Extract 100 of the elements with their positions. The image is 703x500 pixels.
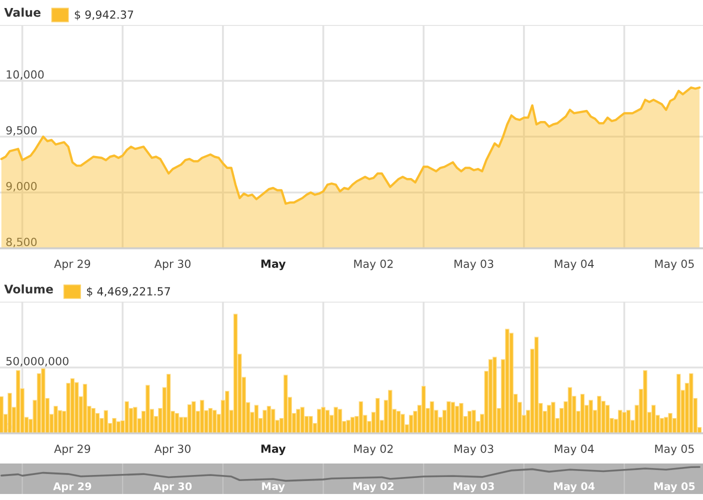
bar — [146, 384, 150, 434]
bar — [308, 416, 313, 434]
bar — [0, 396, 4, 434]
bar — [568, 387, 572, 434]
bar — [651, 404, 656, 434]
bar — [254, 404, 259, 434]
bar — [112, 418, 116, 434]
y-tick-label: 10,000 — [6, 70, 44, 80]
bar — [375, 398, 380, 434]
bar — [54, 406, 58, 434]
chart-title: Volume — [4, 284, 53, 294]
bar — [187, 404, 192, 434]
bar — [212, 410, 217, 434]
bar — [534, 336, 539, 434]
x-tick-label: May 05 — [654, 482, 695, 492]
bar — [133, 406, 138, 434]
bar — [505, 328, 510, 434]
bar — [325, 410, 330, 434]
bar — [174, 412, 180, 434]
bar — [200, 400, 204, 434]
x-tick-label: May 03 — [454, 444, 494, 456]
bar — [388, 390, 392, 434]
bar — [233, 314, 238, 434]
bar — [488, 359, 493, 434]
bar — [346, 420, 351, 434]
y-tick-label: 50,000,000 — [6, 356, 68, 366]
bar — [421, 386, 426, 434]
bar — [622, 412, 626, 434]
bar — [41, 368, 46, 434]
bar — [580, 394, 585, 434]
y-tick-label: 9,500 — [6, 126, 37, 136]
x-tick-label: May 04 — [554, 260, 594, 270]
bar — [626, 410, 631, 434]
bar — [116, 421, 121, 434]
bar — [16, 370, 20, 434]
bar — [321, 406, 326, 434]
x-tick-label: May 03 — [454, 482, 494, 492]
bar — [551, 402, 556, 434]
bar — [597, 396, 602, 434]
x-tick-label: May — [261, 444, 286, 456]
bar — [74, 382, 79, 434]
bar — [338, 408, 342, 434]
bar — [284, 374, 288, 434]
y-tick-label: 9,000 — [6, 182, 37, 192]
x-tick-label: May 05 — [655, 260, 694, 270]
bar — [270, 408, 276, 434]
bar — [660, 418, 664, 434]
x-tick-label: May — [262, 482, 285, 492]
bar — [316, 408, 322, 434]
x-tick-label: Apr 30 — [153, 482, 192, 492]
bar — [588, 400, 593, 434]
bar — [605, 404, 610, 434]
bar — [400, 414, 405, 434]
bar — [262, 410, 267, 434]
x-tick-label: May 05 — [655, 444, 694, 456]
x-tick-label: Apr 29 — [53, 482, 92, 492]
bar — [124, 401, 129, 434]
bar — [446, 401, 451, 434]
bar — [208, 408, 213, 434]
legend-label: $ 4,469,221.57 — [87, 286, 170, 297]
bar — [509, 332, 514, 434]
bar — [689, 373, 694, 434]
bar — [396, 410, 401, 434]
bar — [467, 410, 472, 434]
x-tick-label: May 02 — [354, 444, 393, 456]
bar — [334, 406, 338, 434]
bar — [546, 404, 552, 434]
x-tick-label: May 02 — [353, 482, 394, 492]
bar — [58, 410, 62, 434]
bar — [454, 406, 460, 434]
bar — [296, 408, 300, 434]
bar — [300, 406, 305, 434]
y-tick-label: 8,500 — [6, 238, 37, 248]
bar — [224, 390, 230, 434]
x-tick-label: Apr 30 — [154, 260, 190, 270]
x-tick-label: May 02 — [354, 260, 393, 270]
legend-label: $ 9,942.37 — [74, 10, 134, 20]
bar — [104, 410, 108, 434]
bar — [643, 370, 648, 434]
bar — [91, 408, 96, 434]
bar — [82, 384, 88, 434]
bar — [668, 412, 672, 434]
x-tick-label: Apr 30 — [154, 444, 190, 456]
x-tick-label: May 04 — [554, 482, 595, 492]
bar — [8, 392, 12, 434]
x-tick-label: May — [261, 260, 286, 270]
x-tick-label: Apr 29 — [54, 444, 90, 456]
bar — [472, 410, 476, 434]
x-tick-label: May 03 — [454, 260, 494, 270]
bar — [676, 374, 681, 434]
bar — [192, 401, 196, 434]
bar — [450, 402, 456, 434]
bar — [166, 374, 171, 434]
bar — [618, 410, 622, 434]
bar — [266, 406, 272, 434]
bar — [358, 401, 364, 434]
x-tick-label: Apr 29 — [54, 260, 90, 270]
chart-title: Value — [4, 8, 41, 17]
bar — [70, 378, 75, 434]
bar — [459, 402, 464, 434]
